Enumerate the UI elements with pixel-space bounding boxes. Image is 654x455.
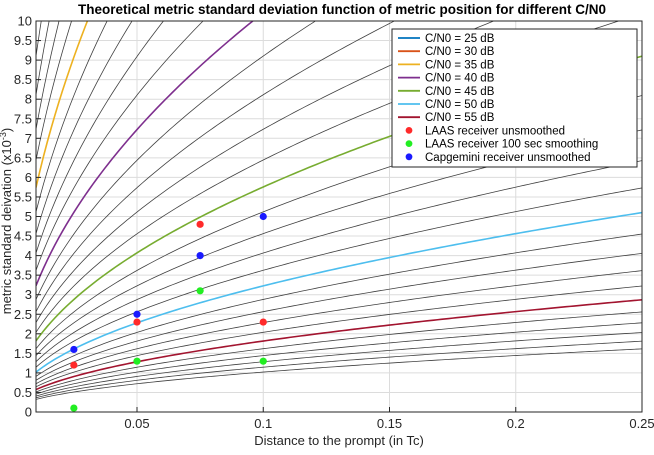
background-curve [36,21,164,254]
background-curve [36,21,204,271]
background-curve [36,311,642,393]
legend-label: C/N0 = 50 dB [425,99,495,111]
x-tick-label: 0.15 [377,416,402,431]
y-tick-label: 7.5 [14,111,32,126]
background-curve [36,233,642,377]
background-curve [36,252,642,381]
background-curve [36,21,317,300]
x-ticks: 0.05 0.1 0.15 0.2 0.25 [124,407,654,431]
background-curve [36,348,642,400]
y-tick-label: 5.5 [14,189,32,204]
x-tick-label: 0.1 [254,416,272,431]
scatter-point [259,357,267,365]
legend-label: C/N0 = 35 dB [425,59,495,71]
legend-box [391,28,638,168]
background-curve [36,21,396,312]
legend-label: C/N0 = 30 dB [425,46,495,58]
scatter-point [133,357,141,365]
y-tick-label: 1.5 [14,346,32,361]
y-tick-label: 10 [18,14,32,29]
scatter-point [259,212,267,221]
legend-label: C/N0 = 25 dB [425,33,495,45]
scatter-point [70,361,78,369]
x-axis-label: Distance to the prompt (in Tc) [254,433,424,448]
scatter-point [70,404,78,412]
y-tick-label: 1 [25,365,32,380]
background-curve [36,160,642,363]
y-tick-label: 5 [25,209,32,224]
y-tick-label: 7 [25,131,32,146]
scatter-point [196,220,204,228]
legend-label: LAAS receiver unsmoothed [425,125,565,137]
scatter-point [259,318,267,326]
scatter-point [70,345,78,354]
scatter-point [133,318,141,326]
y-tick-label: 4 [25,248,32,263]
legend-marker-swatch [405,153,413,161]
scatter-point [133,310,141,318]
background-curve [36,332,642,397]
legend: C/N0 = 25 dBC/N0 = 30 dBC/N0 = 35 dB C/N0… [391,28,638,168]
x-tick-label: 0.25 [629,416,654,431]
y-tick-label: 9.5 [14,33,32,48]
y-tick-label: 4.5 [14,229,32,244]
legend-label: Capgemini receiver unsmoothed [425,152,591,164]
background-curve [36,285,642,388]
background-curve [36,340,642,399]
background-curve [36,322,642,395]
series-line [36,21,255,287]
scatter-point [196,252,204,260]
background-curve [36,21,495,323]
legend-label: C/N0 = 45 dB [425,86,495,98]
legend-marker-swatch [405,140,413,148]
y-axis-label: metric standard deivation (x10-3) [0,128,14,315]
y-tick-label: 9 [25,53,32,68]
chart-title: Theoretical metric standard deviation fu… [78,2,606,17]
legend-marker-swatch [405,126,413,134]
y-tick-label: 8.5 [14,72,32,87]
background-curve [36,270,642,385]
y-axis-label-main: metric standard deivation (x10 [0,140,14,314]
legend-label: C/N0 = 40 dB [425,73,495,85]
y-axis-label-suffix: ) [0,128,14,132]
scatter-point [196,287,204,295]
y-tick-label: 0 [25,405,32,420]
x-tick-label: 0.2 [507,416,525,431]
y-tick-label: 2.5 [14,307,32,322]
y-tick-label: 2 [25,326,32,341]
scatter-points [70,212,267,412]
legend-label: C/N0 = 55 dB [425,112,495,124]
y-tick-label: 0.5 [14,385,32,400]
y-tick-label: 3 [25,287,32,302]
y-tick-label: 6 [25,170,32,185]
y-ticks: 0 0.5 1 1.5 2 2.5 3 3.5 4 4.5 5 5.5 6 6.5 7 7.5 8 8.5 9 9.5… [14,14,41,420]
y-tick-label: 3.5 [14,268,32,283]
y-axis-label-exponent: -3 [0,132,8,140]
legend-label: LAAS receiver 100 sec smoothing [425,139,598,151]
y-tick-label: 6.5 [14,150,32,165]
x-tick-label: 0.05 [124,416,149,431]
y-tick-label: 8 [25,92,32,107]
